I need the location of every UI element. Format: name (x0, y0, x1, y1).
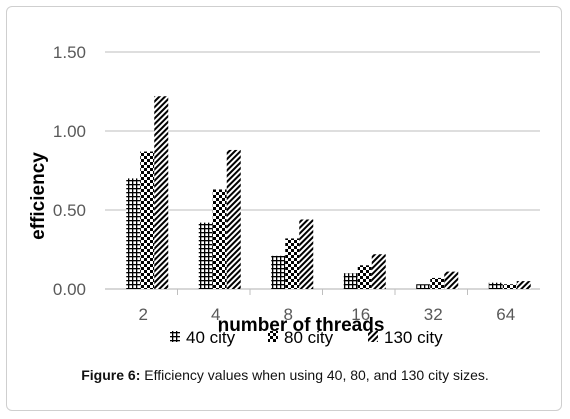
x-tick-label: 64 (496, 305, 515, 324)
y-tick-label: 0.50 (53, 201, 86, 220)
bar (126, 178, 141, 289)
y-tick-label: 1.50 (53, 43, 86, 62)
x-tick-label: 2 (139, 305, 148, 324)
bar (357, 265, 372, 289)
y-tick-label: 0.00 (53, 280, 86, 299)
bar (226, 149, 241, 289)
x-tick-labels: 2 4 8 16 32 64 (139, 305, 516, 324)
bar (444, 271, 459, 289)
bar (271, 255, 286, 289)
x-axis-title: number of threads (218, 315, 385, 336)
figure-caption: Figure 6: Efficiency values when using 4… (0, 367, 570, 383)
x-tick-label: 32 (424, 305, 443, 324)
caption-label: Figure 6: (81, 367, 141, 383)
efficiency-bar-chart: 0.00 0.50 1.00 1.50 2 4 8 16 32 64 efficiency nu… (28, 43, 540, 347)
legend-swatch (170, 331, 180, 342)
legend-swatch (268, 331, 278, 342)
bar (140, 151, 155, 289)
bars (126, 96, 531, 295)
legend-label: 40 city (186, 328, 236, 347)
y-tick-labels: 0.00 0.50 1.00 1.50 (53, 43, 86, 299)
bar (343, 273, 358, 289)
bar (299, 219, 314, 289)
legend-label: 130 city (384, 328, 443, 347)
y-tick-label: 1.00 (53, 122, 86, 141)
bar (212, 189, 227, 289)
legend: 40 city 80 city 130 city (170, 328, 443, 347)
bar (430, 277, 445, 289)
x-tick-label: 4 (211, 305, 220, 324)
bar (502, 284, 517, 289)
chart-frame (6, 6, 562, 411)
legend-label: 80 city (284, 328, 334, 347)
bar (285, 238, 300, 289)
bar (198, 222, 213, 289)
legend-swatch (368, 331, 378, 342)
gridlines (105, 51, 540, 290)
x-tick-label: 16 (351, 305, 370, 324)
bar (154, 96, 169, 290)
caption-text: Efficiency values when using 40, 80, and… (140, 367, 489, 383)
bar (371, 254, 386, 289)
bar (488, 282, 503, 289)
y-axis-title: efficiency (28, 152, 49, 240)
x-tick-label: 8 (284, 305, 293, 324)
bar (416, 284, 431, 289)
bar (516, 281, 531, 289)
